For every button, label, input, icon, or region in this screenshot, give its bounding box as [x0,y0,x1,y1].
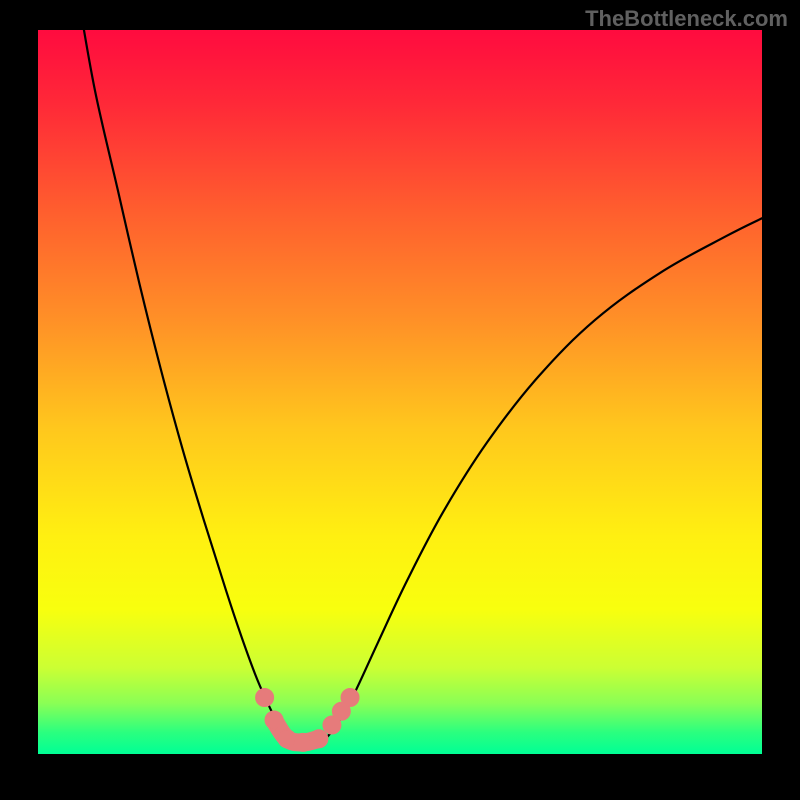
watermark-text: TheBottleneck.com [585,6,788,32]
canvas-root: TheBottleneck.com [0,0,800,800]
chart-svg [38,30,762,754]
highlight-marker [256,689,274,707]
bottleneck-curve [81,30,762,748]
plot-area [38,30,762,754]
highlight-marker [310,730,328,748]
highlight-marker [294,733,312,751]
highlight-marker [278,730,296,748]
highlight-marker [341,689,359,707]
highlight-marker [265,711,283,729]
